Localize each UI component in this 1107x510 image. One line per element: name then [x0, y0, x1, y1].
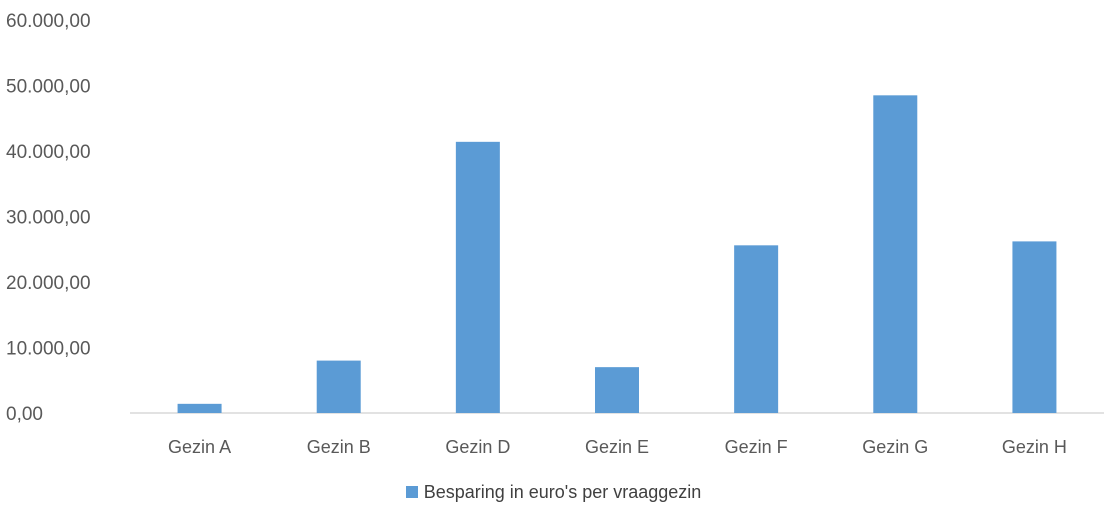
y-tick-label: 0,00: [6, 404, 43, 425]
bar-gezin-f: [734, 245, 779, 413]
y-tick-label: 30.000,00: [6, 208, 91, 229]
y-tick-label: 20.000,00: [6, 273, 91, 294]
x-tick-label: Gezin G: [862, 437, 928, 457]
x-tick-label: Gezin H: [1002, 437, 1067, 457]
bar-gezin-e: [595, 367, 639, 413]
y-tick-label: 40.000,00: [6, 142, 91, 163]
legend-label: Besparing in euro's per vraaggezin: [423, 481, 702, 502]
x-tick-label: Gezin F: [725, 437, 788, 457]
legend-swatch: [405, 486, 418, 498]
bars: [177, 95, 1057, 413]
y-axis-tick-labels: 0,00 10.000,00 20.000,00 30.000,00 40.000,00…: [6, 11, 91, 425]
y-tick-label: 50.000,00: [6, 77, 91, 98]
x-tick-label: Gezin A: [168, 437, 231, 457]
bar-chart: 0,00 10.000,00 20.000,00 30.000,00 40.000,00…: [6, 11, 1104, 457]
x-tick-label: Gezin E: [585, 437, 649, 457]
bar-gezin-g: [873, 95, 918, 413]
x-axis-tick-labels: Gezin A Gezin B Gezin D Gezin E Gezin F Gezin…: [168, 437, 1067, 457]
bar-gezin-h: [1012, 241, 1057, 413]
bar-gezin-a: [177, 403, 222, 413]
x-tick-label: Gezin B: [307, 437, 371, 457]
bar-gezin-d: [455, 141, 500, 413]
legend: Besparing in euro's per vraaggezin: [0, 478, 1107, 506]
y-tick-label: 10.000,00: [6, 339, 91, 360]
y-tick-label: 60.000,00: [6, 11, 91, 32]
x-tick-label: Gezin D: [445, 437, 510, 457]
bar-gezin-b: [316, 360, 361, 413]
